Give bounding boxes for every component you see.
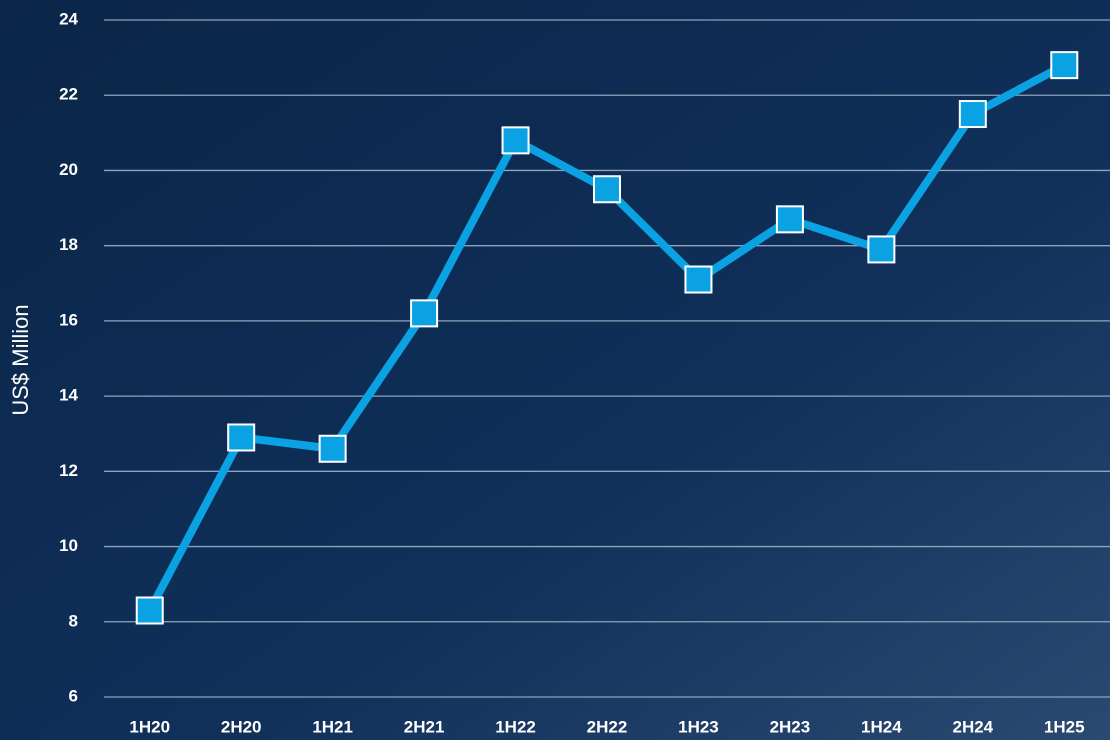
marker (684, 265, 713, 294)
x-tick-label: 2H22 (587, 717, 628, 736)
y-tick-label: 24 (59, 9, 78, 28)
x-tick-label: 1H25 (1044, 717, 1085, 736)
x-tick-label: 1H22 (495, 717, 536, 736)
x-tick-label: 2H24 (952, 717, 993, 736)
y-tick-label: 18 (59, 235, 78, 254)
y-tick-label: 20 (59, 160, 78, 179)
marker (501, 126, 530, 155)
y-tick-label: 14 (59, 386, 78, 405)
y-tick-label: 12 (59, 461, 78, 480)
x-tick-label: 2H23 (770, 717, 811, 736)
x-tick-label: 2H21 (404, 717, 445, 736)
marker (593, 175, 621, 204)
y-axis-label: US$ Million (8, 304, 33, 415)
y-tick-label: 6 (69, 686, 78, 705)
x-tick-label: 2H20 (221, 717, 262, 736)
y-tick-label: 8 (69, 611, 78, 630)
marker (958, 100, 987, 129)
x-tick-label: 1H24 (861, 717, 902, 736)
marker (775, 205, 804, 234)
x-tick-label: 1H20 (129, 717, 170, 736)
y-tick-label: 22 (59, 85, 78, 104)
marker (867, 235, 896, 264)
marker (318, 434, 347, 463)
x-tick-label: 1H21 (312, 717, 353, 736)
x-tick-label: 1H23 (678, 717, 719, 736)
y-tick-label: 16 (59, 310, 78, 329)
marker (410, 299, 439, 328)
y-tick-label: 10 (59, 536, 78, 555)
marker (1050, 51, 1079, 80)
marker (227, 423, 256, 452)
marker (135, 596, 164, 625)
